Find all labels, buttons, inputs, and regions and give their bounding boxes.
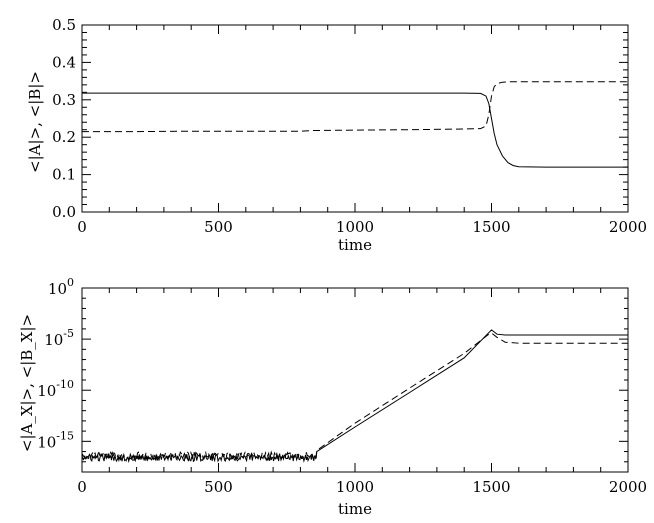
- y-tick-label: 0.0: [52, 203, 76, 221]
- bottom-plot-frame: [81, 287, 629, 473]
- x-tick-label: 2000: [609, 478, 647, 496]
- x-tick-label: 500: [204, 218, 233, 236]
- bottom-panel-y-tick-labels: 100 10-5 10-10 10-15: [37, 276, 74, 451]
- bottom-panel-ticks: [81, 287, 629, 473]
- x-tick-label: 1500: [472, 218, 510, 236]
- x-tick-label: 1000: [336, 478, 374, 496]
- bottom-panel-lines: [81, 329, 628, 464]
- x-tick-label: 1500: [472, 478, 510, 496]
- top-series-solid-line: [82, 92, 628, 168]
- y-tick-label: 0.4: [52, 53, 76, 71]
- top-plot-frame: [81, 24, 629, 213]
- top-series-dashed-line: [82, 81, 628, 133]
- bottom-x-axis-label: time: [338, 500, 372, 518]
- y-tick-label: 100: [48, 276, 74, 298]
- y-tick-label: 0.3: [52, 91, 76, 109]
- top-panel-lines: [82, 81, 628, 168]
- bottom-panel-x-tick-labels: 0 500 1000 1500 2000: [77, 478, 647, 496]
- bottom-y-axis-label: <|A_X|>, <|B_X|>: [18, 314, 36, 452]
- top-y-axis-label: <|A|>, <|B|>: [26, 71, 44, 173]
- y-tick-label: 10-5: [44, 327, 74, 349]
- y-tick-label: 0.1: [52, 166, 76, 184]
- top-panel-y-tick-labels: 0.0 0.1 0.2 0.3 0.4 0.5: [52, 16, 76, 221]
- y-tick-label: 0.2: [52, 128, 76, 146]
- x-tick-label: 0: [77, 478, 87, 496]
- x-tick-label: 500: [204, 478, 233, 496]
- top-panel-x-tick-labels: 0 500 1000 1500 2000: [77, 218, 647, 236]
- x-tick-label: 2000: [609, 218, 647, 236]
- bottom-series-solid-line: [81, 329, 628, 464]
- x-tick-label: 0: [77, 218, 87, 236]
- x-tick-label: 1000: [336, 218, 374, 236]
- y-tick-label: 0.5: [52, 16, 76, 34]
- y-tick-label: 10-10: [37, 378, 74, 400]
- top-x-axis-label: time: [338, 236, 372, 254]
- top-panel-ticks: [81, 24, 629, 213]
- top-panel: 0 500 1000 1500 2000 0.0 0.1 0.2 0.3 0.4 0.5 time…: [26, 16, 647, 254]
- bottom-series-dashed-line: [81, 332, 628, 461]
- y-tick-label: 10-15: [37, 429, 74, 451]
